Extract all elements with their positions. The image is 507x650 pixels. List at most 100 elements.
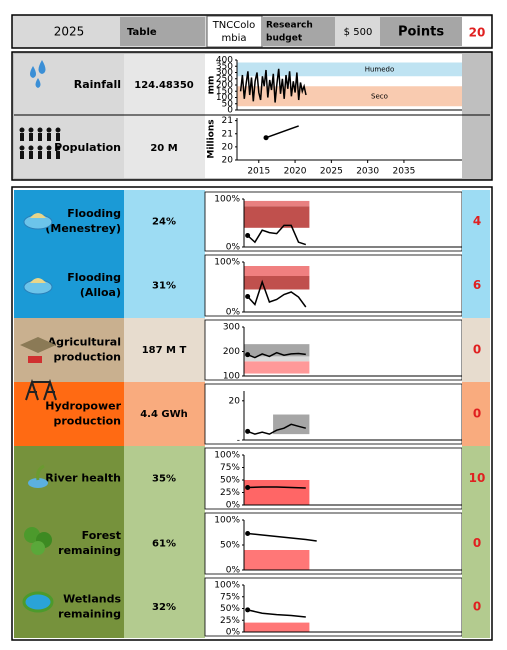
start-marker [245, 232, 251, 238]
y-tick-label: - [237, 436, 240, 446]
indicator-name: Flooding [67, 271, 121, 284]
indicator-points: 0 [473, 343, 481, 357]
series-line [239, 68, 307, 103]
y-tick-label: 20 [222, 156, 234, 166]
indicator-value: 32% [152, 602, 176, 613]
indicator-name: Wetlands [63, 593, 121, 606]
table-label: Table [127, 27, 157, 38]
y-tick-label: 75% [220, 592, 240, 602]
indicator-name: Forest [82, 529, 121, 542]
y-tick-label: 100% [214, 451, 240, 461]
indicator-name: Agricultural [48, 336, 121, 349]
start-marker [245, 294, 251, 299]
band-label: Seco [371, 92, 388, 100]
points-cell [462, 318, 490, 382]
start-marker [245, 428, 251, 434]
y-tick-label: 50% [220, 476, 240, 486]
y-tick-label: 25% [220, 488, 240, 498]
name-cell [14, 446, 124, 511]
y-tick-label: 350 [216, 62, 233, 72]
x-tick-label: 2030 [356, 167, 379, 177]
y-tick-label: 100% [214, 516, 240, 526]
y-tick-label: 100% [214, 581, 240, 591]
indicator-points: 0 [473, 600, 481, 614]
indicator-value: 187 M T [142, 345, 187, 356]
indicator-name: River health [45, 472, 121, 485]
band [244, 206, 310, 228]
indicator-name: production [54, 415, 122, 428]
value-cell [124, 253, 205, 318]
band [244, 550, 310, 570]
y-tick-label: 25% [220, 616, 240, 626]
indicator-points: 0 [473, 536, 481, 550]
y-tick-label: 0% [226, 566, 241, 576]
points-cell [462, 190, 490, 253]
indicator-rows: Flooding (Menestrey) 24% 4 Flooding (Alloa) 31… [14, 190, 490, 638]
y-tick-label: 0 [227, 106, 233, 116]
indicator-value: 61% [152, 539, 176, 550]
header-cell [262, 17, 335, 46]
indicator-name: production [54, 351, 122, 364]
y-tick-label: 100% [214, 195, 240, 205]
y-axis-label: mm [207, 76, 217, 95]
y-tick-label: 21 [222, 129, 233, 139]
indicator-points: 6 [473, 278, 481, 292]
y-tick-label: 20 [229, 396, 241, 406]
band [244, 266, 310, 276]
value-cell [124, 190, 205, 253]
start-marker [245, 352, 251, 358]
chart-cell [204, 383, 463, 445]
series-line [265, 125, 299, 139]
indicator-value: 31% [152, 281, 176, 292]
start-marker [245, 485, 251, 490]
band [244, 622, 310, 632]
header-cell [462, 17, 491, 46]
series-line [247, 532, 317, 542]
series-line [247, 609, 306, 618]
points-cell [462, 576, 490, 638]
series-line [247, 224, 307, 246]
y-tick-label: 200 [223, 347, 240, 357]
y-tick-label: 200 [216, 81, 233, 91]
rainfall-value: 124.48350 [134, 80, 194, 91]
year: 2025 [54, 25, 85, 39]
location[interactable]: mbia [222, 33, 247, 44]
y-tick-label: 150 [216, 87, 233, 97]
y-tick-label: 0% [226, 501, 241, 511]
y-tick-label: 20 [222, 142, 234, 152]
y-axis-label: Millions [207, 119, 217, 158]
band [244, 361, 310, 374]
indicator-name: remaining [58, 544, 121, 557]
x-tick-label: 2035 [392, 167, 415, 177]
y-tick-label: 100 [223, 372, 240, 382]
y-tick-label: 21 [222, 116, 233, 126]
points-cell [462, 511, 490, 576]
value-cell [124, 54, 205, 178]
series-line [247, 279, 307, 308]
value-cell [124, 576, 205, 638]
y-tick-label: 300 [216, 68, 233, 78]
indicator-name: Flooding [67, 207, 121, 220]
band [244, 356, 310, 362]
population-value: 20 M [150, 143, 177, 154]
indicator-value: 35% [152, 474, 176, 485]
y-tick-label: 50 [222, 99, 234, 109]
value-cell [124, 318, 205, 382]
indicator-value: 24% [152, 217, 176, 228]
name-cell [14, 511, 124, 576]
budget: $ 500 [344, 27, 373, 38]
x-tick-label: 2025 [320, 167, 343, 177]
start-marker [245, 531, 251, 536]
start-marker [245, 607, 251, 613]
y-tick-label: 250 [216, 74, 233, 84]
points-cell [462, 382, 490, 446]
indicator-name: (Menestrey) [45, 222, 121, 235]
charts: HumedoSeco050100150200250300350400mm2020… [14, 56, 490, 638]
location[interactable]: TNCColo [212, 20, 256, 31]
value-cell [124, 382, 205, 446]
y-tick-label: 0% [226, 628, 241, 638]
y-tick-label: 100 [216, 93, 233, 103]
points-label: Points [398, 25, 444, 40]
